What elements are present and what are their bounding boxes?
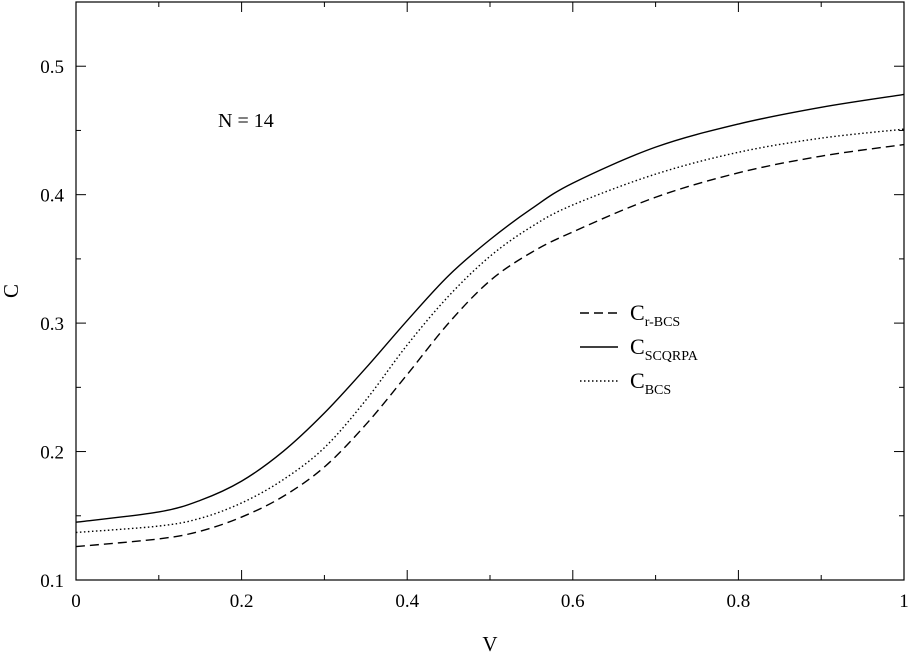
axis-ticks: 0 0.2 0.4 0.6 0.8 1 0.1 0.2 0.3 0.4 0.5 [40,1,909,612]
legend-label-scqrpa: CSCQRPA [630,334,699,364]
legend-label-main: C [630,300,645,325]
legend-label-bcs: CBCS [630,368,671,398]
y-tick-label: 0.5 [40,57,64,78]
legend-label-main: C [630,334,645,359]
legend-label-subscript: SCQRPA [645,349,699,364]
annotation-n: N = 14 [218,110,274,132]
y-tick-label: 0.2 [40,443,64,464]
plot-frame [75,1,905,581]
series-line-scqrpa [75,93,905,523]
x-axis-label: V [482,632,497,656]
series-line-bcs [75,128,905,534]
y-axis-label: C [0,284,23,298]
x-tick-label: 0.8 [727,591,751,612]
legend-label-subscript: BCS [645,383,671,398]
y-tick-label: 0.1 [40,571,64,592]
x-tick-label: 0.2 [230,591,254,612]
x-tick-label: 0.4 [395,591,419,612]
y-tick-label: 0.4 [40,186,64,207]
legend-label-subscript: r-BCS [645,315,681,330]
x-tick-label: 0.6 [561,591,585,612]
series-group [75,93,905,548]
x-tick-label: 1 [899,591,909,612]
x-tick-label: 0 [71,591,81,612]
y-tick-label: 0.3 [40,314,64,335]
legend-label-r-bcs: Cr-BCS [630,300,680,330]
legend-label-main: C [630,368,645,393]
series-line-r-bcs [75,143,905,548]
